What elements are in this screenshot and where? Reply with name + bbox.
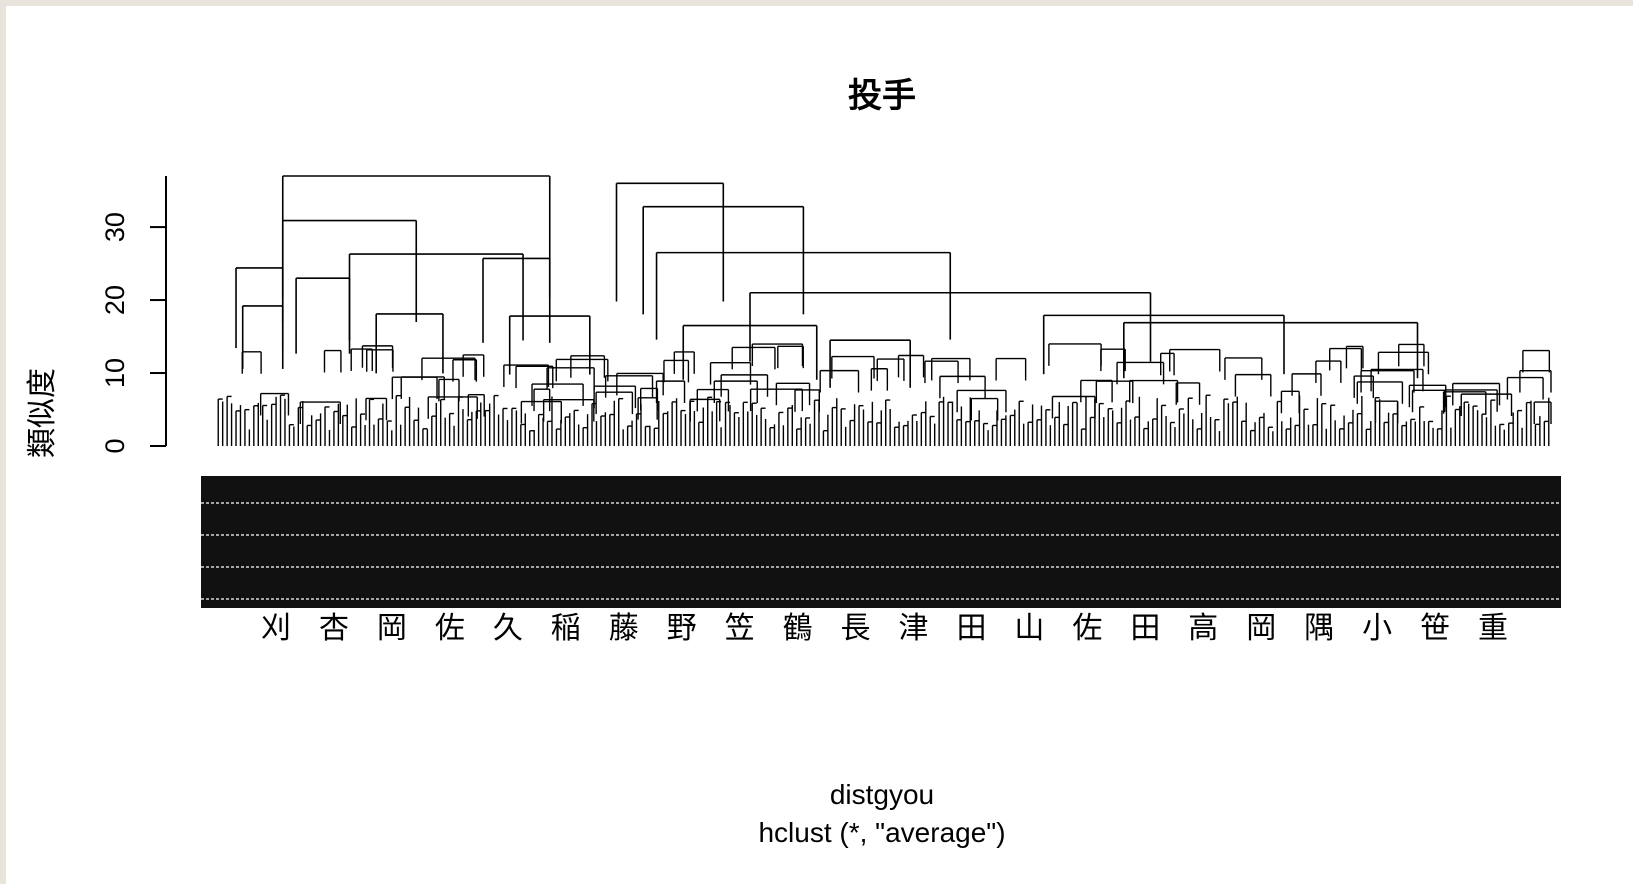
leaf-label: 鶴 [783,611,813,646]
leaf-label: 藤 [609,611,639,646]
leaf-label: 佐 [1072,611,1102,646]
y-tick-label: 0 [100,438,130,453]
leaf-label: 長 [841,611,871,646]
leaf-label: 田 [956,611,986,646]
leaf-label: 岡 [1246,611,1276,646]
y-tick-label: 10 [100,358,130,388]
leaf-label: 稲 [551,611,581,646]
leaf-label: 刈 [261,611,291,646]
y-axis-label: 類似度 [26,368,59,458]
leaf-label: 高 [1188,611,1218,646]
leaf-label: 隅 [1304,611,1334,646]
leaf-label: 久 [493,611,523,646]
leaf-label: 岡 [377,611,407,646]
plot-panel: 投手 類似度 distgyou hclust (*, "average") 0 1… [6,6,1633,884]
leaf-label: 津 [899,611,929,646]
leaf-label: 野 [667,611,697,646]
subtitle: hclust (*, "average") [758,817,1005,848]
leaf-label: 笠 [725,611,755,646]
leaf-labels: 刈杏岡佐久稲藤野笠鶴長津田山佐田高岡隅小笹重 [201,476,1561,646]
chart-title: 投手 [848,77,916,115]
leaf-label-band [201,476,1561,608]
leaf-label: 重 [1478,611,1508,646]
leaf-label: 杏 [319,611,349,646]
y-tick-label: 20 [100,285,130,315]
x-axis-label: distgyou [830,779,934,810]
dendrogram-tree [217,175,1552,446]
leaf-label: 佐 [435,611,465,646]
dendrogram-chart: 投手 類似度 distgyou hclust (*, "average") 0 1… [26,77,1561,848]
leaf-label: 山 [1014,611,1044,646]
leaf-label: 田 [1130,611,1160,646]
y-axis: 0 10 20 30 [100,176,167,454]
y-tick-label: 30 [100,212,130,242]
leaf-label: 小 [1362,611,1392,646]
leaf-label: 笹 [1420,611,1450,646]
